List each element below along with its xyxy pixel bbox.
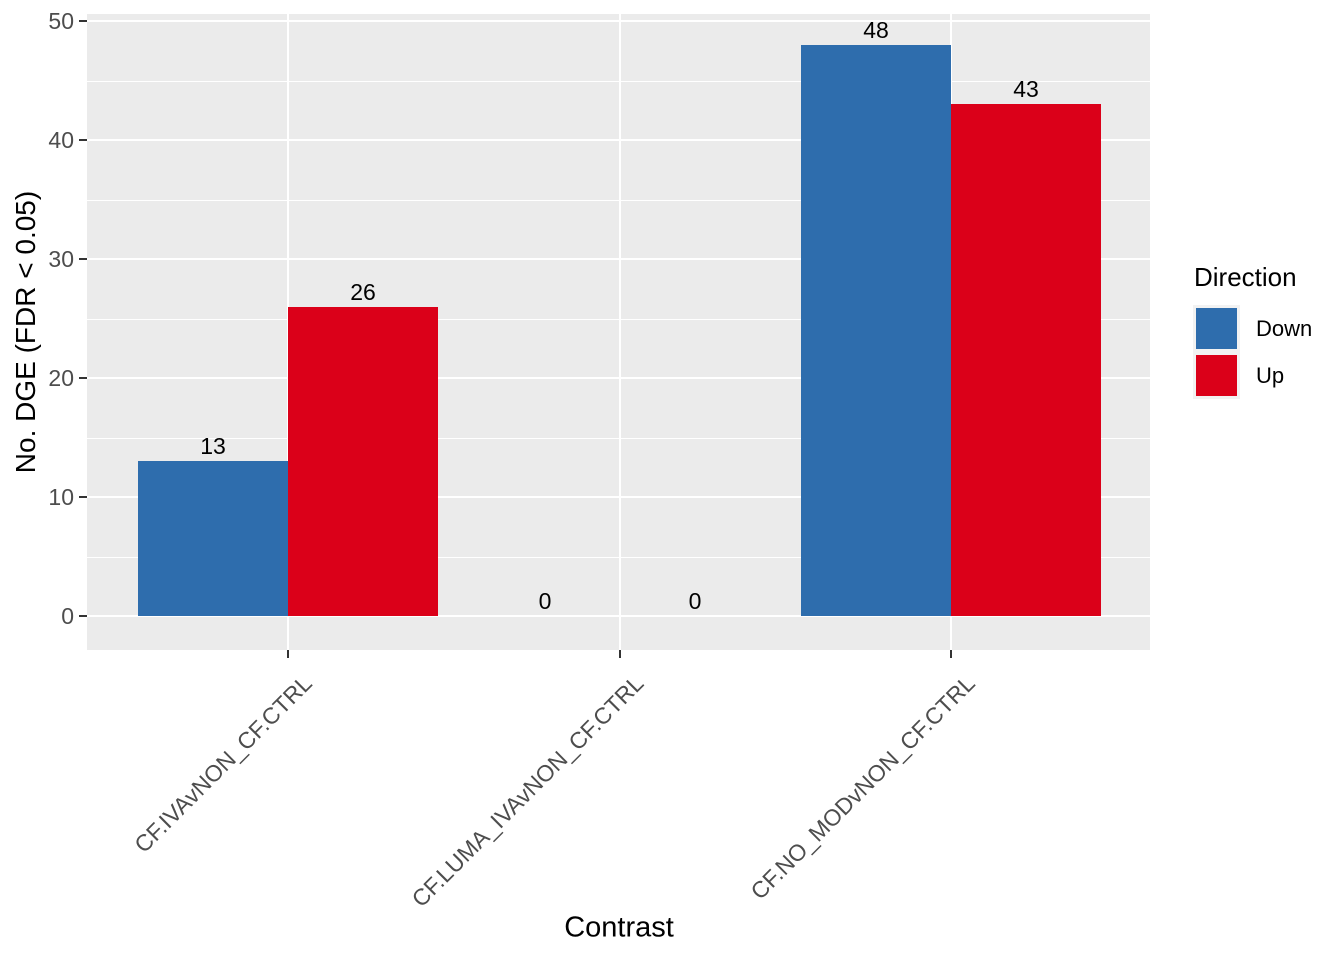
x-tick-mark xyxy=(287,650,289,658)
y-tick-label: 30 xyxy=(48,246,74,272)
legend-title: Direction xyxy=(1194,262,1297,292)
bar-value-label: 48 xyxy=(863,16,889,43)
y-tick-label: 0 xyxy=(61,603,74,629)
bar-value-label: 26 xyxy=(350,278,376,305)
gridline-minor-y xyxy=(87,200,1150,201)
bar-up xyxy=(288,306,438,616)
bar-up xyxy=(951,104,1101,616)
gridline-major-y xyxy=(87,496,1150,498)
y-tick-mark xyxy=(79,258,87,260)
bar-value-label: 0 xyxy=(688,588,702,614)
x-tick-label: CF.NO_MODvNON_CF.CTRL xyxy=(745,670,980,905)
gridline-minor-y xyxy=(87,438,1150,439)
y-axis-title: No. DGE (FDR < 0.05) xyxy=(10,190,41,474)
x-tick-label: CF.IVAvNON_CF.CTRL xyxy=(128,670,317,858)
y-tick-mark xyxy=(79,139,87,141)
gridline-minor-y xyxy=(87,81,1150,82)
gridline-major-y xyxy=(87,20,1150,22)
y-tick-label: 40 xyxy=(48,127,74,153)
gridline-major-y xyxy=(87,377,1150,379)
gridline-minor-y xyxy=(87,557,1150,558)
gridline-major-x xyxy=(619,14,621,650)
y-tick-label: 20 xyxy=(48,365,74,391)
bar-down xyxy=(801,44,951,616)
y-tick-mark xyxy=(79,377,87,379)
bar-value-label: 0 xyxy=(538,588,552,614)
y-tick-label: 50 xyxy=(48,8,74,34)
bar-value-label: 43 xyxy=(1013,76,1039,103)
gridline-major-y xyxy=(87,139,1150,141)
gridline-major-y xyxy=(87,258,1150,260)
bar-value-label: 13 xyxy=(200,433,226,460)
y-tick-mark xyxy=(79,615,87,617)
gridline-major-y xyxy=(87,615,1150,617)
x-tick-label: CF.LUMA_IVAvNON_CF.CTRL xyxy=(406,670,649,912)
x-tick-mark xyxy=(619,650,621,658)
y-tick-mark xyxy=(79,20,87,22)
x-tick-mark xyxy=(950,650,952,658)
y-tick-mark xyxy=(79,496,87,498)
x-axis-title: Contrast xyxy=(564,911,674,944)
gridline-minor-y xyxy=(87,319,1150,320)
bar-down xyxy=(138,461,288,616)
y-tick-label: 10 xyxy=(48,484,74,510)
